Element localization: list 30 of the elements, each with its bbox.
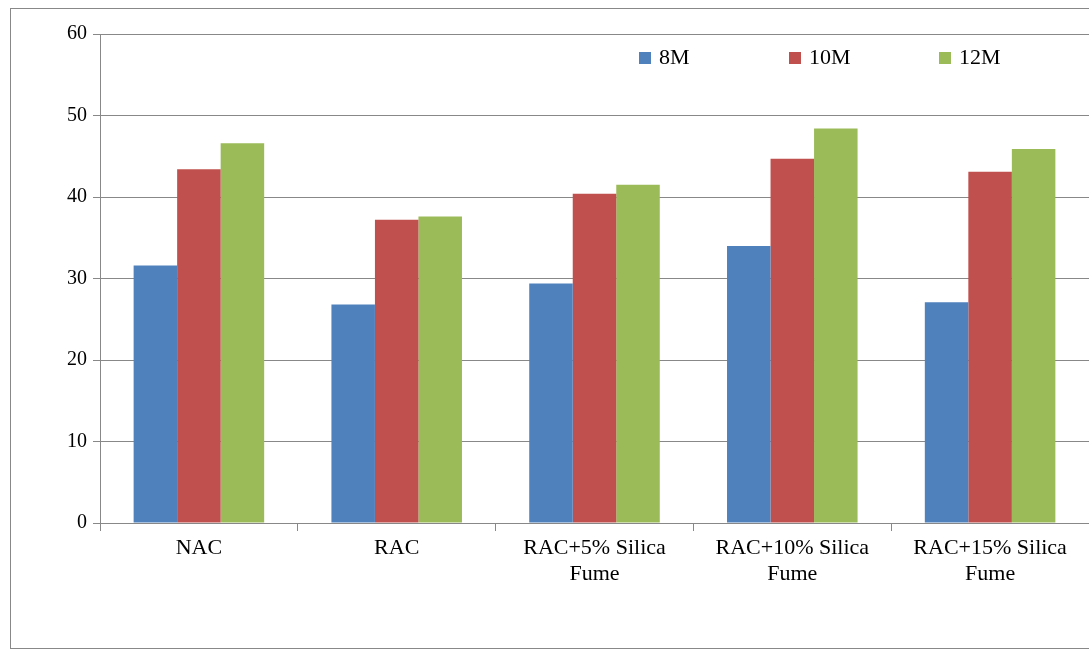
y-tick-label: 40 [67, 184, 87, 207]
y-tick-label: 30 [67, 265, 87, 288]
x-tick-label: NAC [175, 533, 223, 559]
bar [616, 184, 660, 523]
y-tick-label: 50 [67, 102, 87, 125]
y-tick-label: 60 [67, 21, 87, 44]
y-tick-label: 10 [67, 428, 87, 451]
bar [770, 158, 815, 523]
bar [133, 265, 178, 523]
legend-label: 10M [809, 43, 851, 69]
x-tick-label: RAC+5% Silica Fume [523, 533, 667, 586]
x-tick-label: RAC [374, 533, 420, 559]
bar [1011, 148, 1056, 523]
bar [572, 193, 617, 523]
x-tick-label: RAC+15% Silica Fume [913, 533, 1068, 586]
bar [814, 128, 858, 523]
bar [331, 304, 375, 523]
bar [374, 219, 419, 523]
bar [418, 216, 462, 523]
legend-label: 8M [659, 43, 690, 69]
bar [220, 143, 265, 523]
bar [968, 171, 1012, 523]
y-tick-label: 20 [67, 347, 87, 370]
bar [727, 245, 771, 523]
bar [177, 169, 221, 523]
bar [529, 283, 573, 523]
legend-label: 12M [959, 43, 1001, 69]
x-tick-label: RAC+10% Silica Fume [715, 533, 870, 586]
bar [924, 302, 969, 523]
y-tick-label: 0 [77, 510, 87, 533]
